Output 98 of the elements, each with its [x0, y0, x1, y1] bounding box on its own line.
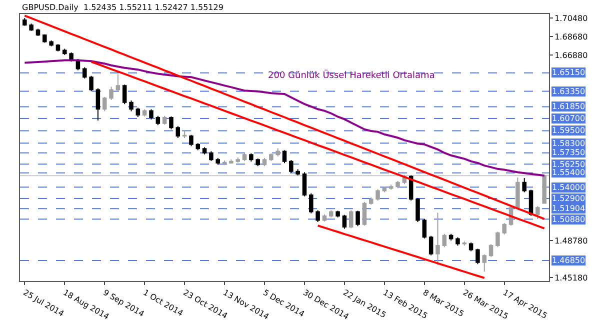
candlestick [202, 146, 207, 155]
candlestick [416, 197, 420, 223]
candlestick [322, 214, 327, 222]
candlestick [456, 236, 460, 246]
candlestick [269, 152, 274, 162]
candlestick [82, 66, 87, 79]
candlestick [116, 74, 120, 92]
ref-line-label: 1.57350 [552, 148, 586, 157]
candlestick [169, 116, 174, 130]
ref-line-label: 1.65150 [552, 68, 586, 77]
candlestick [149, 108, 154, 120]
candlestick [96, 88, 100, 122]
ref-line-label: 1.51904 [552, 204, 586, 213]
y-tick-label: 1.66880 [554, 50, 588, 60]
candlestick [348, 210, 354, 229]
candlestick [189, 134, 194, 147]
candlestick [482, 254, 487, 272]
candlestick [109, 86, 114, 101]
candlestick [102, 96, 107, 112]
candlestick [62, 48, 67, 56]
candlestick [242, 152, 247, 162]
candlestick [309, 192, 314, 214]
candlestick [422, 218, 427, 239]
candlestick [462, 241, 467, 246]
ref-line-label: 1.59500 [552, 126, 586, 135]
candlestick [196, 142, 200, 151]
candlestick [382, 186, 387, 193]
candlestick [56, 44, 60, 52]
candlestick [362, 202, 367, 226]
ref-line-label: 1.60700 [552, 114, 586, 123]
candlestick [502, 222, 506, 235]
candlestick [388, 184, 394, 190]
y-tick-label: 1.48780 [554, 236, 588, 246]
candlestick [209, 150, 214, 162]
ref-line-label: 1.63350 [552, 87, 586, 96]
candlestick [122, 84, 127, 105]
candlestick [256, 158, 260, 167]
candlestick [356, 210, 360, 227]
candlestick [496, 231, 500, 248]
candlestick [522, 177, 526, 193]
candlestick [89, 75, 94, 92]
candlestick [329, 210, 334, 218]
candlestick [516, 176, 520, 210]
candlestick [22, 18, 27, 26]
candlestick [448, 233, 454, 241]
candlestick [182, 130, 187, 138]
ref-line-label: 1.54000 [552, 183, 586, 192]
candlestick [276, 148, 280, 157]
line-series [90, 60, 546, 230]
series-label: 200 Günlük Üssel Hareketli Ortalama [268, 69, 435, 81]
y-tick-label: 1.70480 [554, 14, 588, 23]
candlestick [436, 212, 440, 266]
candlestick [262, 157, 267, 167]
candlestick [176, 126, 180, 138]
candlestick [342, 214, 347, 230]
y-tick-label: 1.45180 [554, 273, 588, 282]
candlestick [428, 235, 434, 256]
candlestick [29, 23, 34, 32]
candlestick [316, 210, 320, 223]
ref-line-label: 1.56250 [552, 160, 586, 169]
candlestick [476, 248, 480, 265]
candlestick [376, 188, 380, 202]
candlestick [42, 34, 47, 44]
ref-line-label: 1.46850 [552, 256, 586, 265]
candlestick [49, 40, 54, 47]
candlestick [542, 174, 546, 204]
ref-line-label: 1.58300 [552, 139, 586, 148]
candlestick [229, 159, 234, 164]
ref-line-label: 1.52900 [552, 194, 586, 203]
candlestick [216, 157, 220, 166]
candlestick [162, 115, 167, 126]
candlestick [236, 156, 240, 164]
chart-title: GBPUSD.Daily 1.52435 1.55211 1.52427 1.55129 [22, 3, 224, 12]
ref-line-label: 1.61850 [552, 102, 586, 111]
candlestick [396, 180, 400, 189]
candlestick [302, 172, 307, 197]
ref-line-label: 1.55400 [552, 168, 586, 177]
candlestick [156, 115, 160, 126]
candlestick [442, 233, 447, 248]
candlestick [289, 160, 294, 174]
candlestick [142, 108, 147, 117]
line-series [24, 14, 546, 220]
candlestick [368, 196, 374, 206]
line-series [24, 59, 546, 177]
y-tick-label: 1.68680 [554, 32, 588, 42]
candlestick [468, 242, 474, 252]
candlestick [136, 107, 140, 118]
candlestick [536, 206, 540, 220]
candlestick [36, 28, 40, 36]
candlestick [222, 160, 227, 166]
ref-line-label: 1.50880 [552, 215, 586, 224]
candlestick [249, 152, 254, 162]
candlestick [296, 168, 300, 176]
line-series [316, 224, 486, 279]
candlestick [488, 244, 494, 258]
candlestick [129, 100, 134, 112]
candlestick [336, 210, 340, 218]
candlestick [282, 150, 287, 164]
